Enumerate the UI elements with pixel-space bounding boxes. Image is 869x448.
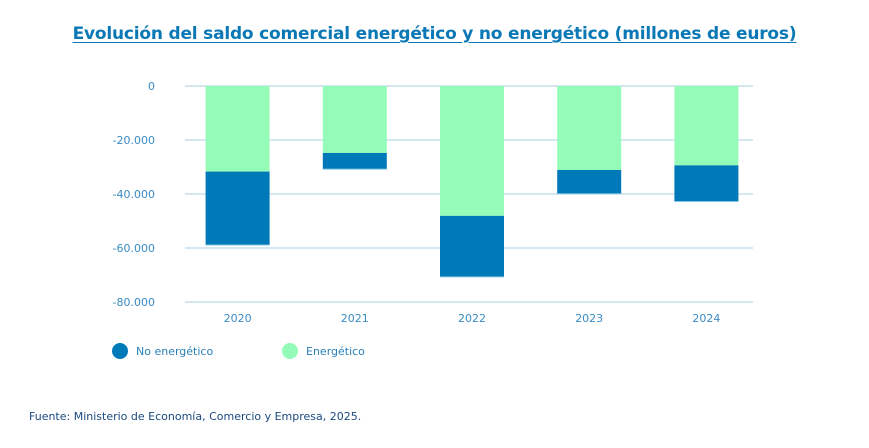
legend-item-no-energetico: No energético	[112, 343, 213, 359]
chart-title: Evolución del saldo comercial energético…	[72, 24, 797, 44]
legend-item-energetico: Energético	[282, 343, 365, 359]
y-tick-label: -60.000	[113, 242, 155, 255]
stacked-bar-chart: 0 -20.000 -40.000 -60.000 -80.000 2020 2021 202…	[113, 80, 753, 325]
y-tick-label: -20.000	[113, 134, 155, 147]
bar-no-energético-2024	[674, 165, 739, 202]
x-tick-label: 2022	[458, 312, 486, 325]
bar-energético-2023	[557, 86, 622, 170]
bar-energético-2024	[674, 86, 739, 166]
bar-no-energético-2021	[322, 152, 387, 170]
legend-swatch-energetico	[282, 343, 298, 359]
bar-no-energético-2020	[205, 171, 270, 246]
x-tick-label: 2021	[341, 312, 369, 325]
bar-energético-2020	[205, 86, 270, 172]
y-tick-label: -80.000	[113, 296, 155, 309]
bar-energético-2021	[322, 86, 387, 153]
x-tick-label: 2024	[692, 312, 720, 325]
y-tick-label: -40.000	[113, 188, 155, 201]
legend-label: No energético	[136, 344, 214, 358]
source-note: Fuente: Ministerio de Economía, Comercio…	[29, 410, 362, 423]
bar-no-energético-2022	[440, 215, 504, 277]
bar-energético-2022	[440, 86, 504, 216]
legend-label: Energético	[306, 344, 365, 358]
x-tick-label: 2020	[224, 312, 252, 325]
x-tick-label: 2023	[575, 312, 603, 325]
bar-no-energético-2023	[557, 169, 622, 194]
legend-swatch-no-energetico	[112, 343, 128, 359]
y-tick-label: 0	[148, 80, 155, 93]
